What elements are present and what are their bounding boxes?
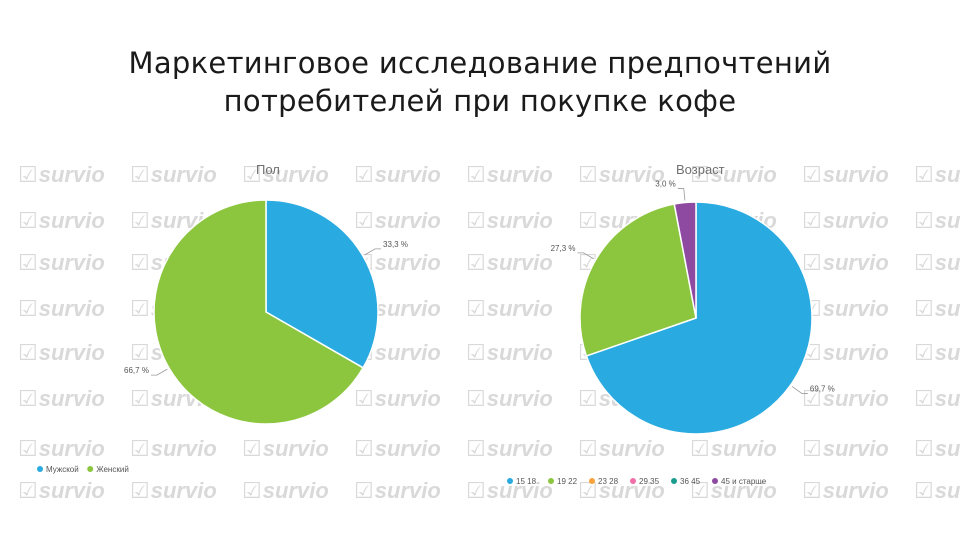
legend-label: 19 22 [557,477,578,486]
pie-label-leader [577,252,595,260]
pie-label-leader [791,386,808,394]
legend-marker [548,478,554,484]
legend-marker [630,478,636,484]
chart-gender: Пол 33,3 % 66,7 % Мужской Женский [0,150,480,500]
slide-title-line-2: потребителей при покупке кофе [223,84,737,118]
pie-slice [585,201,813,435]
legend-label: 45 и старше [721,477,767,486]
legend-label: 29 35 [639,477,660,486]
age-pie-chart: Возраст 69,7 % 27,3 % 3,0 % 15 18 19 22 23 28 2… [507,162,835,486]
legend-marker [507,478,513,484]
legend-label: 15 18 [516,477,537,486]
legend-marker [37,466,43,472]
chart-age: Возраст 69,7 % 27,3 % 3,0 % 15 18 19 22 23 28 2… [480,150,960,500]
pie-data-label: 27,3 % [551,244,576,253]
legend-label: 36 45 [680,477,701,486]
legend-marker [589,478,595,484]
gender-pie-chart: Пол 33,3 % 66,7 % Мужской Женский [37,162,408,474]
legend-label: Женский [96,465,129,474]
pie-data-label: 69,7 % [810,384,835,393]
pie-title: Пол [256,162,280,177]
legend-marker [712,478,718,484]
slide-title-line-1: Маркетинговое исследование предпочтений [128,46,832,80]
pie-data-label: 3,0 % [655,180,675,189]
legend-marker [671,478,677,484]
pie-slice [579,203,697,357]
pie-slice [153,199,365,425]
legend-label: 23 28 [598,477,619,486]
legend-label: Мужской [46,465,79,474]
pie-slice [265,199,379,369]
pie-data-label: 33,3 % [383,240,408,249]
pie-label-leader [677,188,686,201]
pie-data-label: 66,7 % [124,366,149,375]
legend-marker [87,466,94,472]
slide-title: Маркетинговое исследование предпочтений … [0,44,960,120]
pie-label-leader [364,248,382,256]
pie-slice [673,201,697,319]
pie-label-leader [150,368,168,376]
pie-title: Возраст [676,162,725,177]
